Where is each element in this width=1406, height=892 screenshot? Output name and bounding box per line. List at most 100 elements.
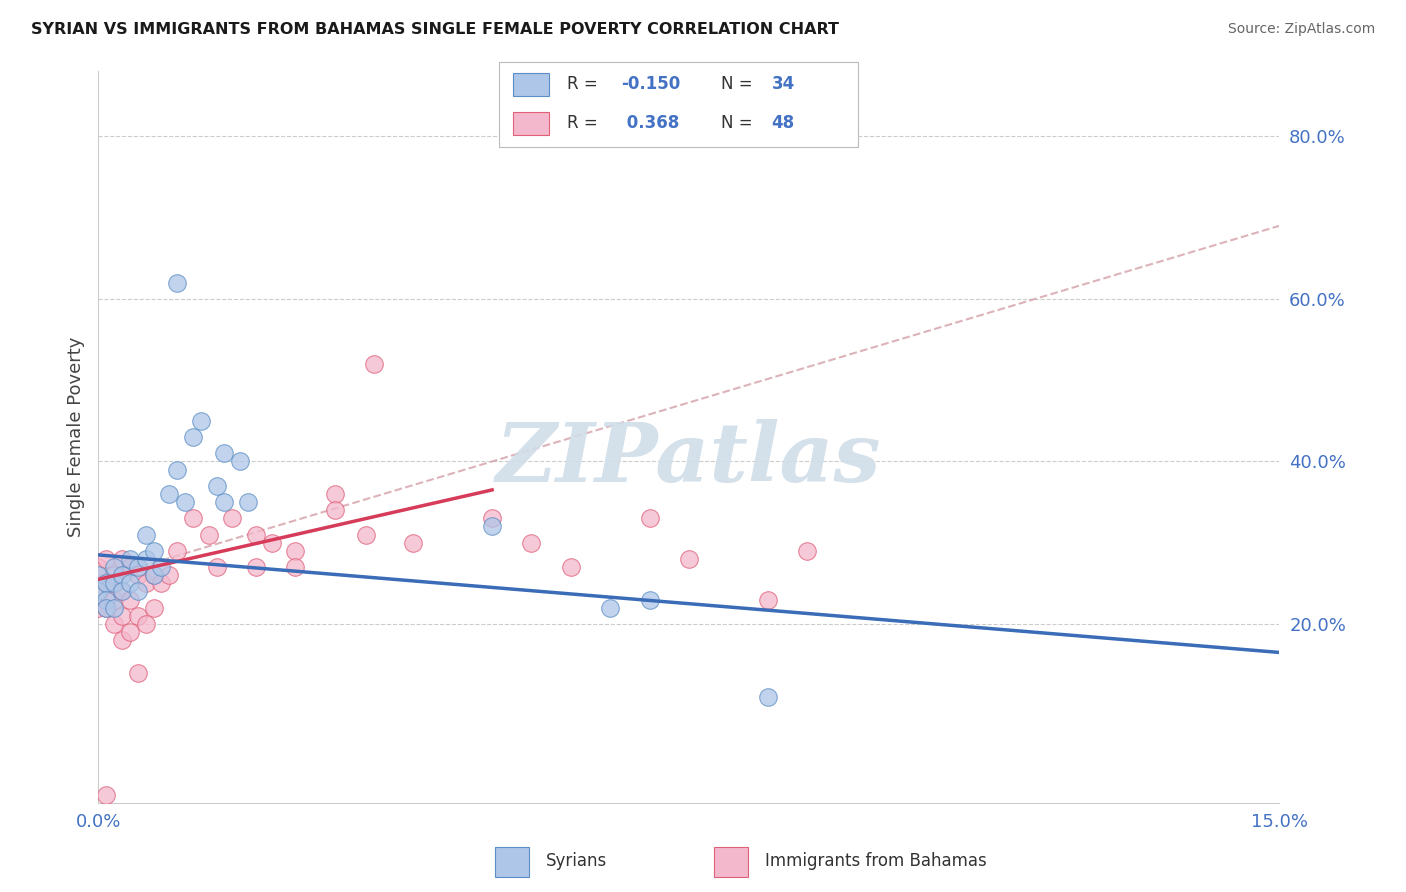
Point [96, 592, 118, 607]
Point [599, 600, 621, 615]
Point [103, 560, 125, 574]
Point [181, 430, 204, 444]
Point [284, 560, 307, 574]
Point [678, 552, 700, 566]
Point [166, 276, 188, 290]
Point [96, 576, 118, 591]
Point [354, 527, 377, 541]
Text: 0.368: 0.368 [621, 114, 679, 132]
Point [135, 527, 157, 541]
Point [205, 560, 228, 574]
Point [103, 600, 125, 615]
Text: -0.150: -0.150 [621, 75, 681, 93]
Point [157, 487, 180, 501]
Point [111, 608, 134, 623]
Point [481, 519, 503, 533]
Point [481, 511, 503, 525]
Point [197, 527, 219, 541]
Point [142, 544, 165, 558]
Point [127, 665, 149, 680]
Text: Immigrants from Bahamas: Immigrants from Bahamas [765, 852, 987, 870]
Point [111, 568, 134, 582]
Point [166, 462, 188, 476]
FancyBboxPatch shape [499, 62, 858, 147]
Text: 34: 34 [772, 75, 794, 93]
Point [87, 600, 110, 615]
Point [157, 568, 180, 582]
Point [127, 568, 149, 582]
FancyBboxPatch shape [513, 112, 550, 136]
Point [756, 592, 779, 607]
Point [135, 576, 157, 591]
Point [96, 788, 118, 802]
Point [363, 357, 385, 371]
Point [323, 503, 346, 517]
Y-axis label: Single Female Poverty: Single Female Poverty [66, 337, 84, 537]
Point [87, 584, 110, 599]
Point [96, 552, 118, 566]
Point [214, 446, 236, 460]
Point [142, 568, 165, 582]
Text: R =: R = [567, 75, 603, 93]
Point [96, 600, 118, 615]
Point [150, 560, 173, 574]
Point [205, 479, 228, 493]
Point [127, 584, 149, 599]
Point [756, 690, 779, 705]
Point [150, 576, 173, 591]
Point [118, 560, 141, 574]
Point [111, 584, 134, 599]
Text: N =: N = [721, 75, 758, 93]
Point [87, 568, 110, 582]
Point [284, 544, 307, 558]
Point [135, 617, 157, 632]
Point [118, 552, 141, 566]
Point [87, 560, 110, 574]
Point [142, 600, 165, 615]
Point [103, 576, 125, 591]
Point [127, 560, 149, 574]
Point [236, 495, 259, 509]
Point [135, 552, 157, 566]
Point [103, 568, 125, 582]
Point [245, 560, 267, 574]
Point [111, 552, 134, 566]
Text: R =: R = [567, 114, 603, 132]
Point [118, 625, 141, 640]
Text: Source: ZipAtlas.com: Source: ZipAtlas.com [1227, 22, 1375, 37]
Point [560, 560, 582, 574]
Point [166, 544, 188, 558]
FancyBboxPatch shape [495, 847, 529, 877]
Point [96, 600, 118, 615]
Point [103, 617, 125, 632]
Text: 48: 48 [772, 114, 794, 132]
Point [181, 511, 204, 525]
Point [111, 633, 134, 648]
Point [245, 527, 267, 541]
Point [323, 487, 346, 501]
Text: ZIPatlas: ZIPatlas [496, 419, 882, 499]
Text: SYRIAN VS IMMIGRANTS FROM BAHAMAS SINGLE FEMALE POVERTY CORRELATION CHART: SYRIAN VS IMMIGRANTS FROM BAHAMAS SINGLE… [31, 22, 839, 37]
Point [229, 454, 252, 468]
Point [638, 592, 661, 607]
Point [221, 511, 243, 525]
Point [87, 584, 110, 599]
Point [96, 576, 118, 591]
Text: N =: N = [721, 114, 758, 132]
Text: Syrians: Syrians [546, 852, 607, 870]
FancyBboxPatch shape [513, 72, 550, 96]
Point [118, 592, 141, 607]
FancyBboxPatch shape [714, 847, 748, 877]
Point [174, 495, 197, 509]
Point [118, 576, 141, 591]
Point [796, 544, 818, 558]
Point [127, 608, 149, 623]
Point [111, 584, 134, 599]
Point [638, 511, 661, 525]
Point [214, 495, 236, 509]
Point [520, 535, 543, 549]
Point [142, 568, 165, 582]
Point [402, 535, 425, 549]
Point [190, 414, 212, 428]
Point [260, 535, 283, 549]
